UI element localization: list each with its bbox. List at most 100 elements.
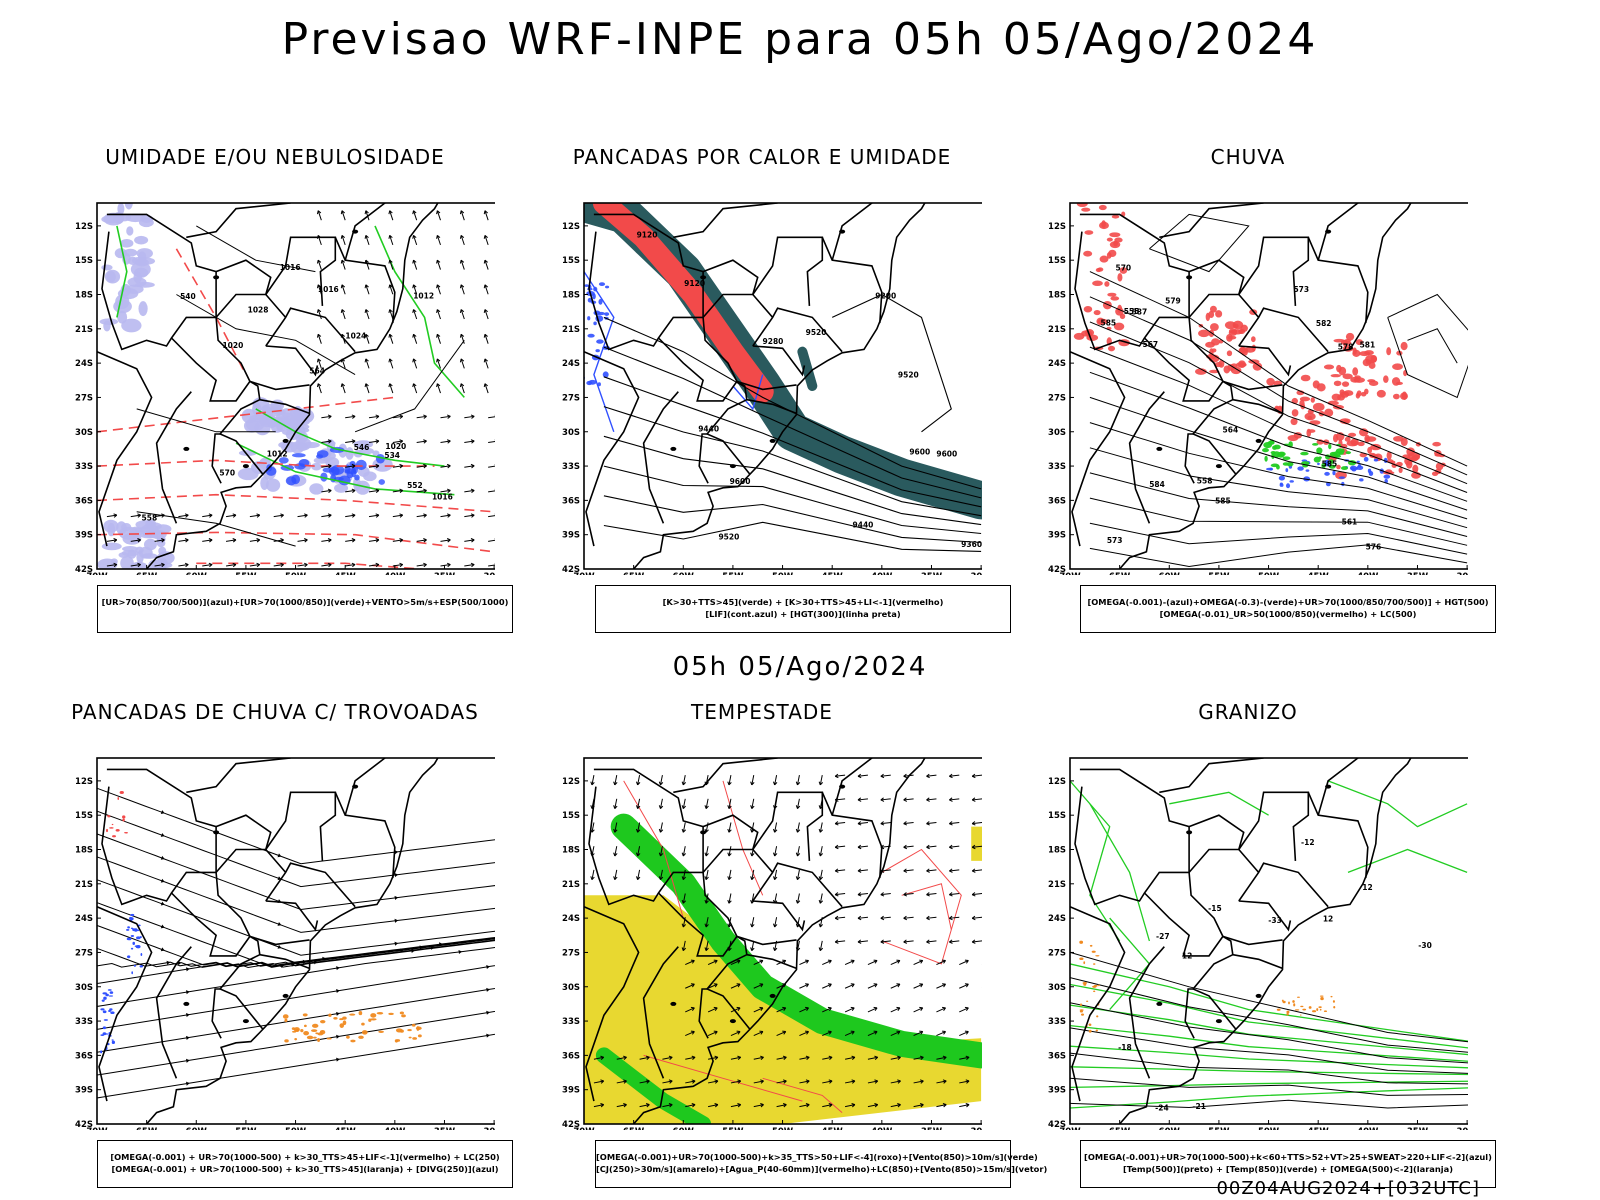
lifted-index-area — [595, 349, 600, 353]
wind-shaft — [682, 940, 686, 951]
omega-weak-area — [1305, 469, 1310, 472]
humidity-high-level — [113, 299, 132, 314]
wind-head — [446, 562, 451, 568]
wind-head — [713, 1030, 718, 1035]
omega-humidity-area — [1340, 339, 1348, 345]
wind-shaft — [365, 259, 370, 270]
wind-vector — [795, 775, 801, 786]
humidity-high-level — [120, 555, 134, 569]
wind-shaft — [365, 358, 370, 369]
wind-head — [795, 781, 801, 786]
wind-head — [805, 1006, 809, 1012]
wind-vector — [364, 234, 370, 246]
omega-humidity-area — [1205, 341, 1215, 348]
contour-label: 9600 — [909, 448, 930, 457]
divergence-area — [132, 941, 136, 945]
wind-head — [681, 828, 687, 833]
wind-head — [714, 1079, 719, 1084]
lon-label: 35W — [1407, 572, 1429, 575]
wind-head — [340, 210, 346, 215]
wind-head — [782, 1006, 787, 1012]
state-border — [673, 758, 778, 794]
state-border — [170, 337, 251, 402]
wind-head — [613, 781, 618, 786]
wind-vector — [321, 562, 332, 568]
lat-label: 27S — [1048, 948, 1066, 958]
wind-head — [897, 1103, 901, 1108]
streamline-arrow — [186, 1081, 190, 1086]
wind-head — [857, 844, 862, 850]
wind-vector — [273, 513, 284, 518]
wind-shaft — [913, 1104, 924, 1108]
wind-shaft — [464, 440, 475, 443]
state-border — [1079, 768, 1190, 873]
wind-vector — [834, 821, 846, 826]
omega-humidity-area — [1365, 436, 1377, 442]
contour-label: 9280 — [763, 337, 784, 346]
state-border — [264, 236, 337, 318]
wind-vector — [750, 940, 755, 952]
wind-vector — [903, 844, 914, 850]
map-tempestade: 12S15S18S21S24S27S30S33S36S39S42S70W65W6… — [562, 757, 982, 1130]
wind-head — [926, 844, 930, 850]
wind-vector — [959, 1055, 970, 1061]
streamline-arrow — [394, 895, 399, 900]
wind-head — [412, 259, 417, 264]
wind-850-area — [595, 1047, 712, 1124]
wind-shaft — [799, 1080, 810, 1084]
omega-humidity-area — [1398, 467, 1403, 474]
wind-vector — [949, 915, 960, 921]
omega-500-area — [1312, 1010, 1317, 1013]
wind-vector — [388, 234, 394, 246]
omega-humidity-area — [1098, 204, 1107, 211]
wind-head — [423, 513, 427, 518]
storm-area-orange — [394, 1039, 399, 1043]
humidity-mid-level — [355, 459, 367, 471]
lifted-index-area — [578, 334, 581, 337]
lake — [1325, 784, 1332, 789]
storm-area-orange — [358, 1035, 364, 1039]
storm-area-red — [106, 828, 108, 833]
humidity-high-level — [97, 558, 118, 569]
wind-shaft — [903, 822, 914, 825]
omega-strong-area — [1313, 456, 1321, 463]
wind-shaft — [890, 1104, 901, 1108]
state-border — [1188, 317, 1237, 475]
wind-shaft — [972, 940, 982, 943]
wind-head — [316, 383, 322, 388]
wind-vector — [464, 414, 475, 419]
lat-label: 33S — [75, 462, 93, 472]
streamline-arrow — [277, 922, 282, 926]
wind-vector — [440, 414, 451, 419]
wind-shaft — [972, 845, 982, 848]
wind-shaft — [730, 1056, 741, 1060]
temp-850-contour — [1070, 1004, 1468, 1056]
streamline-arrow — [277, 853, 282, 858]
wind-shaft — [321, 440, 332, 443]
wind-head — [759, 983, 764, 988]
streamline — [97, 1033, 495, 1099]
wind-vector — [459, 309, 465, 320]
lat-label: 42S — [1048, 565, 1066, 575]
wind-shaft — [297, 539, 308, 542]
omega-weak-area — [1317, 462, 1320, 466]
state-border — [1074, 786, 1190, 906]
wind-head — [470, 562, 475, 568]
streamline-arrow — [322, 956, 326, 961]
streamline-arrow — [486, 1010, 490, 1015]
omega-humidity-area — [1101, 220, 1106, 228]
wind-shaft — [614, 798, 618, 809]
state-border — [642, 946, 679, 1079]
contour-label: 9120 — [637, 230, 658, 239]
wind-vector — [590, 869, 595, 881]
height-contour — [831, 293, 952, 433]
lat-label: 33S — [1048, 1017, 1066, 1027]
wind-vector — [412, 259, 418, 270]
height-contour — [603, 521, 982, 552]
state-border — [259, 953, 310, 970]
wind-head — [412, 234, 417, 239]
lat-label: 36S — [1048, 496, 1066, 506]
wind-head — [635, 805, 641, 809]
wind-head — [399, 513, 404, 518]
